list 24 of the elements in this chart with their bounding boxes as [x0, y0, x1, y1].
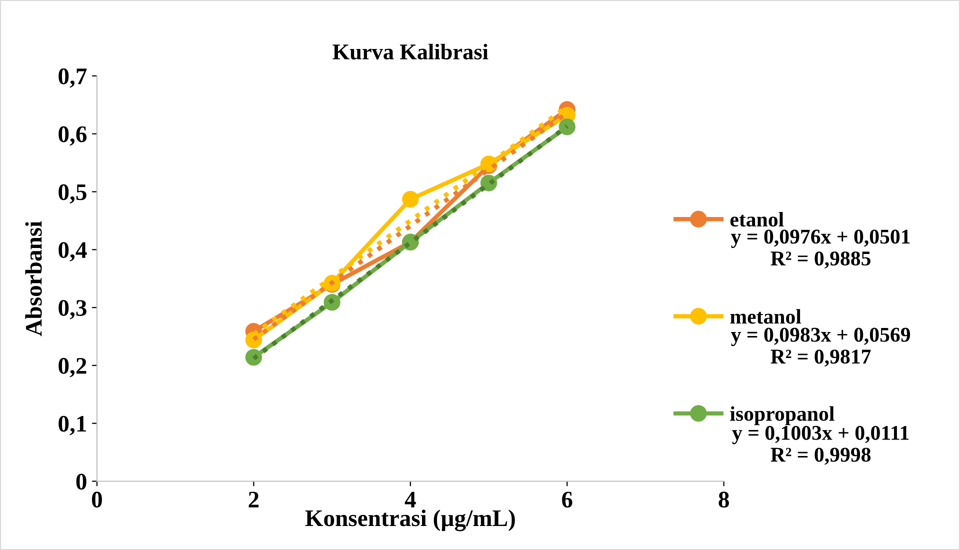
x-tick-label: 2: [248, 492, 259, 508]
point: [402, 190, 419, 208]
legend-label: metanol: [730, 309, 802, 324]
x-axis-title: Konsentrasi (µg/mL): [305, 510, 515, 532]
y-tick-label: 0,3: [58, 300, 86, 320]
y-axis-title: Absorbansi: [25, 221, 42, 336]
point: [558, 118, 576, 136]
x-tick-label: 6: [562, 492, 572, 508]
y-tick-label: 0,2: [58, 358, 86, 378]
x-tick-label: 8: [718, 492, 729, 508]
y-tick-label: 0,1: [58, 416, 86, 436]
y-tick-label: 0,4: [58, 242, 87, 262]
y-tick-label: 0: [76, 474, 86, 490]
text: y = 0,1003x + 0,0111 R² = 0,9998: [732, 426, 909, 465]
y-tick-label: 0,7: [58, 68, 87, 88]
text: y = 0,0983x + 0,0569 R² = 0,9817: [731, 328, 910, 367]
y-tick-label: 0,5: [58, 184, 86, 204]
x-tick-label: 4: [404, 492, 416, 508]
y-tick-label: 0,6: [58, 126, 87, 146]
legend-label: etanol: [730, 212, 784, 227]
legend-label: isopropanol: [730, 406, 834, 426]
x-tick-label: 0: [92, 492, 102, 508]
text: y = 0,0976x + 0,0501 R² = 0,9885: [731, 230, 910, 269]
chart-title: Kurva Kalibrasi: [332, 44, 488, 60]
